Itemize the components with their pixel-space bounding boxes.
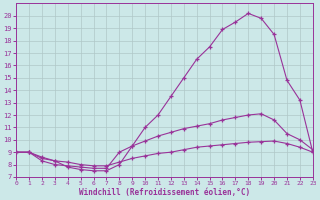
X-axis label: Windchill (Refroidissement éolien,°C): Windchill (Refroidissement éolien,°C) (79, 188, 250, 197)
